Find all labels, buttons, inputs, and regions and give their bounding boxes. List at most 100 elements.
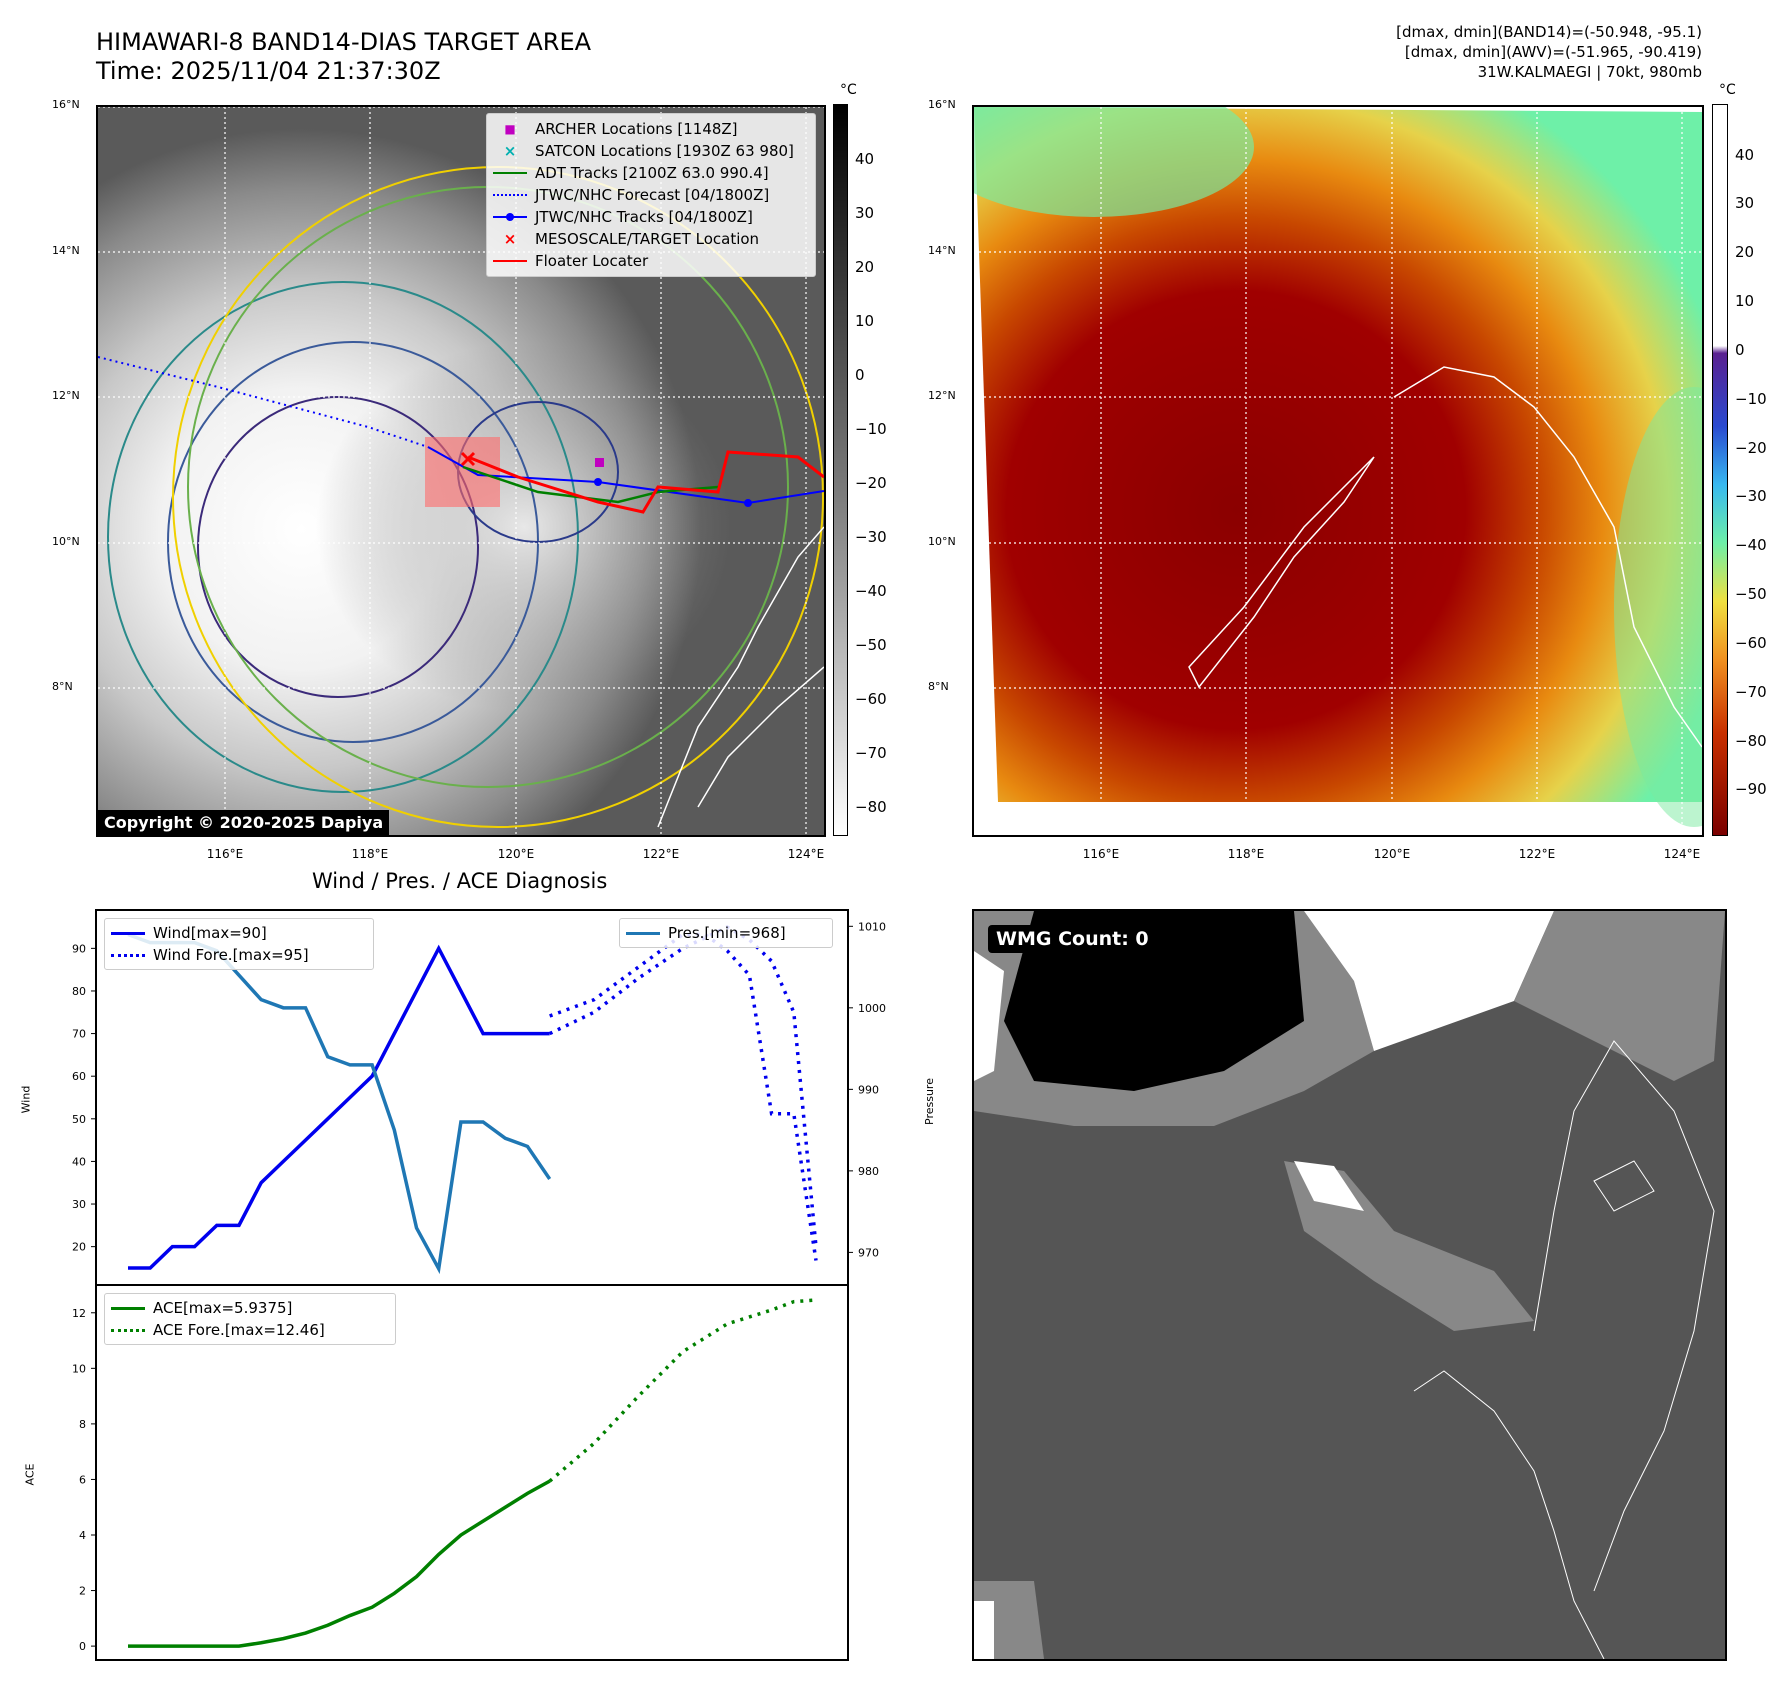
legend-label: SATCON Locations [1930Z 63 980]: [535, 142, 794, 160]
wind-ytick-label: 70: [72, 1028, 86, 1041]
series-line: [128, 944, 550, 1270]
cross-icon: ×: [503, 230, 517, 248]
legend-ace: ACE[max=5.9375]: [105, 1297, 395, 1319]
coastline-islands: [1393, 366, 1702, 748]
legend-target: × MESOSCALE/TARGET Location: [487, 228, 815, 250]
coastline-palawan: [1188, 456, 1375, 689]
line-icon: [493, 172, 527, 174]
series-line: [128, 1479, 551, 1648]
awv-cbar-tick: 10: [1735, 292, 1755, 310]
lon-label: 116°E: [1082, 847, 1120, 861]
dotted-line-icon: [111, 953, 145, 957]
jtwc-forecast-track: [98, 356, 429, 448]
ir-cbar-tick: 0: [855, 366, 865, 384]
wind-ytick-label: 80: [72, 985, 86, 998]
wmg-black-region: [1004, 911, 1304, 1091]
legend-forecast: JTWC/NHC Forecast [04/1800Z]: [487, 184, 815, 206]
awv-moist-east: [1614, 387, 1702, 827]
figure-time: Time: 2025/11/04 21:37:30Z: [96, 57, 441, 85]
awv-map-panel[interactable]: [972, 105, 1704, 837]
dotted-line-icon: [493, 194, 527, 196]
series-line: [548, 1298, 817, 1483]
ir-map-panel[interactable]: ■ ARCHER Locations [1148Z] × SATCON Loca…: [96, 105, 826, 837]
lon-label: 122°E: [1518, 847, 1556, 861]
lat-label: 14°N: [52, 244, 80, 257]
coastline: [1413, 1370, 1605, 1659]
lon-label: 120°E: [497, 847, 535, 861]
legend-label: ACE Fore.[max=12.46]: [153, 1321, 325, 1339]
awv-cbar-tick: −80: [1735, 732, 1767, 750]
coastline: [657, 526, 824, 828]
lat-label: 12°N: [928, 389, 956, 402]
awv-field: [974, 107, 1702, 802]
awv-cbar-tick: −70: [1735, 683, 1767, 701]
pressure-ytick-label: 1000: [858, 1002, 886, 1015]
lat-label: 10°N: [52, 535, 80, 548]
ir-cbar-tick: 40: [855, 150, 875, 168]
pressure-ytick-label: 970: [858, 1246, 879, 1259]
legend-label: JTWC/NHC Forecast [04/1800Z]: [535, 186, 770, 204]
wmg-white-west: [974, 951, 1004, 1081]
lon-label: 120°E: [1373, 847, 1411, 861]
lat-label: 16°N: [928, 98, 956, 111]
legend-label: Wind[max=90]: [153, 924, 267, 942]
awv-moist-nw: [974, 107, 1254, 217]
coastline-3: [1593, 1160, 1655, 1212]
legend-label: Pres.[min=968]: [668, 924, 786, 942]
cross-icon: ×: [503, 142, 517, 160]
wind-ytick-label: 30: [72, 1198, 86, 1211]
lon-label: 118°E: [1227, 847, 1265, 861]
awv-gridlines: [974, 107, 1702, 835]
lat-label: 16°N: [52, 98, 80, 111]
wind-ytick-label: 40: [72, 1155, 86, 1168]
ir-cbar-tick: −10: [855, 420, 887, 438]
ace-ytick-label: 6: [79, 1473, 86, 1486]
ir-cbar-tick: −80: [855, 798, 887, 816]
mesoscale-box: [425, 437, 500, 507]
wmg-gray-east: [1514, 911, 1725, 1081]
line-icon: [111, 1306, 145, 1310]
legend-floater: Floater Locater: [487, 250, 815, 272]
ir-cbar-tick: −40: [855, 582, 887, 600]
meta-storm: 31W.KALMAEGI | 70kt, 980mb: [1477, 63, 1702, 81]
ir-cbar-tick: −20: [855, 474, 887, 492]
lat-label: 14°N: [928, 244, 956, 257]
awv-cbar-tick: −40: [1735, 536, 1767, 554]
wmg-white-sw: [974, 1601, 994, 1659]
wmg-panel[interactable]: WMG Count: 0: [972, 909, 1727, 1661]
legend-label: Wind Fore.[max=95]: [153, 946, 309, 964]
archer-marker: [595, 458, 604, 467]
coastline-2: [1533, 1040, 1715, 1592]
ir-east-cloud: [238, 297, 758, 757]
legend-label: ACE[max=5.9375]: [153, 1299, 293, 1317]
ir-colorbar: [833, 104, 848, 836]
copyright-label: Copyright © 2020-2025 Dapiya: [98, 810, 390, 835]
lon-label: 116°E: [206, 847, 244, 861]
legend-wind-forecast: Wind Fore.[max=95]: [105, 944, 373, 966]
wind-legend: Wind[max=90] Wind Fore.[max=95]: [104, 918, 374, 970]
lon-label: 118°E: [351, 847, 389, 861]
ir-cbar-tick: −60: [855, 690, 887, 708]
awv-cbar-tick: −20: [1735, 439, 1767, 457]
wmg-white-band: [1294, 1161, 1364, 1211]
awv-colorbar: [1712, 104, 1728, 836]
ace-axis-label: ACE: [23, 1463, 37, 1486]
awv-cbar-unit: °C: [1719, 82, 1736, 98]
ir-cbar-tick: 30: [855, 204, 875, 222]
awv-cbar-tick: −90: [1735, 780, 1767, 798]
pressure-legend: Pres.[min=968]: [619, 918, 833, 948]
wind-ytick-label: 60: [72, 1070, 86, 1083]
square-icon: ■: [504, 122, 516, 136]
pressure-ytick-label: 1010: [858, 920, 886, 933]
legend-ace-forecast: ACE Fore.[max=12.46]: [105, 1319, 395, 1341]
diagnosis-title: Wind / Pres. / ACE Diagnosis: [312, 869, 608, 893]
awv-cbar-tick: 30: [1735, 194, 1755, 212]
legend-label: Floater Locater: [535, 252, 649, 270]
line-icon: [493, 260, 527, 262]
contour-teal-outer: [107, 281, 579, 793]
wind-ytick-label: 50: [72, 1113, 86, 1126]
legend-pressure: Pres.[min=968]: [620, 922, 832, 944]
figure-title: HIMAWARI-8 BAND14-DIAS TARGET AREA: [96, 28, 592, 56]
awv-cbar-tick: 40: [1735, 146, 1755, 164]
awv-cbar-tick: −30: [1735, 487, 1767, 505]
